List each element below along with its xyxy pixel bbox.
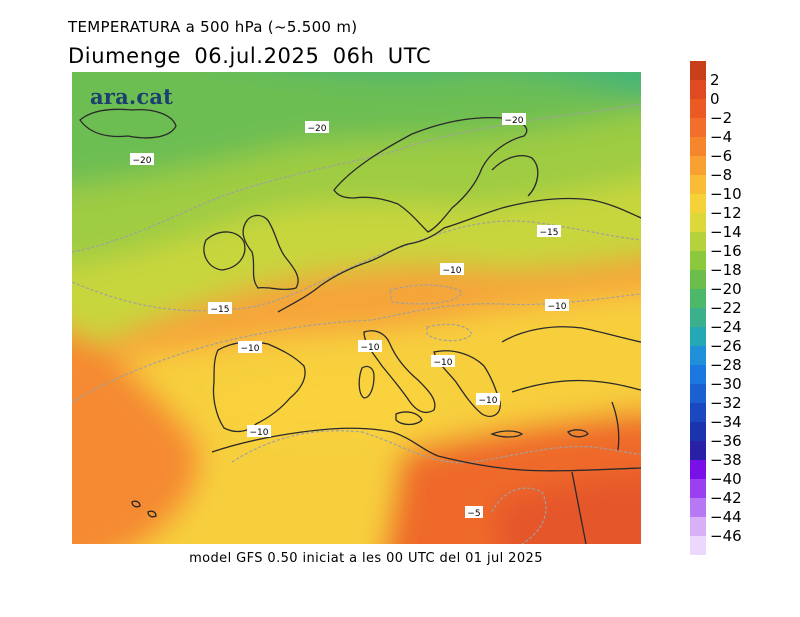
legend-tick-label: −24	[710, 318, 742, 336]
legend-swatch	[690, 327, 706, 346]
svg-text:−5: −5	[467, 509, 480, 519]
legend-swatch	[690, 232, 706, 251]
svg-text:−10: −10	[250, 428, 269, 438]
map-subtitle: Diumenge 06.jul.2025 06h UTC	[68, 44, 432, 68]
legend-tick-label: −12	[710, 204, 742, 222]
legend-tick-label: −8	[710, 166, 733, 184]
contour-label: −20	[305, 121, 329, 134]
svg-text:−10: −10	[241, 344, 260, 354]
legend-tick-label: −44	[710, 508, 742, 526]
legend-swatch	[690, 194, 706, 213]
legend-tick-label: −32	[710, 394, 742, 412]
legend-tick-label: −38	[710, 451, 742, 469]
svg-text:−15: −15	[211, 305, 230, 315]
legend-swatch	[690, 346, 706, 365]
legend-tick-label: −34	[710, 413, 742, 431]
legend-swatch	[690, 422, 706, 441]
ara-cat-logo: ara.cat	[90, 84, 174, 109]
legend-tick-label: −14	[710, 223, 742, 241]
legend-swatch	[690, 384, 706, 403]
svg-text:−10: −10	[361, 343, 380, 353]
svg-text:−20: −20	[308, 124, 327, 134]
legend-swatch	[690, 99, 706, 118]
legend-tick-label: 0	[710, 90, 720, 108]
contour-label: −15	[537, 225, 561, 238]
contour-label: −10	[476, 393, 500, 406]
legend-swatch	[690, 289, 706, 308]
svg-text:−10: −10	[479, 396, 498, 406]
coastlines	[79, 108, 641, 544]
contour-labels: −20 −20 −20 −15 −15 −10	[130, 113, 569, 519]
contour-label: −10	[238, 341, 262, 354]
legend-tick-label: −28	[710, 356, 742, 374]
legend-swatch	[690, 270, 706, 289]
svg-text:−20: −20	[133, 156, 152, 166]
legend-tick-label: −4	[710, 128, 733, 146]
legend-tick-label: −22	[710, 299, 742, 317]
contour-label: −5	[465, 506, 483, 519]
legend-swatch	[690, 213, 706, 232]
legend-tick-label: −6	[710, 147, 733, 165]
legend-swatch	[690, 251, 706, 270]
legend-swatch	[690, 479, 706, 498]
legend-swatch	[690, 517, 706, 536]
contour-label: −15	[208, 302, 232, 315]
contour-label: −10	[545, 299, 569, 312]
svg-text:−10: −10	[443, 266, 462, 276]
legend-swatch	[690, 460, 706, 479]
map-canvas: −20 −20 −20 −15 −15 −10	[72, 72, 641, 544]
model-run-caption: model GFS 0.50 iniciat a les 00 UTC del …	[189, 551, 543, 566]
color-scale-legend	[690, 61, 706, 555]
legend-swatch	[690, 536, 706, 555]
legend-swatch	[690, 118, 706, 137]
legend-swatch	[690, 308, 706, 327]
legend-tick-label: −42	[710, 489, 742, 507]
temperature-map: −20 −20 −20 −15 −15 −10	[72, 72, 641, 544]
legend-tick-label: −30	[710, 375, 742, 393]
legend-swatch	[690, 80, 706, 99]
svg-text:−20: −20	[505, 116, 524, 126]
legend-tick-label: −2	[710, 109, 733, 127]
legend-tick-label: −26	[710, 337, 742, 355]
legend-swatch	[690, 137, 706, 156]
legend-swatch	[690, 441, 706, 460]
legend-swatch	[690, 403, 706, 422]
map-title: TEMPERATURA a 500 hPa (~5.500 m)	[68, 18, 358, 36]
legend-tick-label: 2	[710, 71, 720, 89]
contour-label: −10	[247, 425, 271, 438]
legend-tick-label: −20	[710, 280, 742, 298]
legend-swatch	[690, 498, 706, 517]
contour-label: −20	[130, 153, 154, 166]
contour-label: −10	[431, 355, 455, 368]
contour-label: −20	[502, 113, 526, 126]
temperature-field	[72, 72, 641, 544]
legend-swatch	[690, 61, 706, 80]
legend-swatch	[690, 365, 706, 384]
contour-label: −10	[358, 340, 382, 353]
legend-tick-label: −40	[710, 470, 742, 488]
svg-text:−15: −15	[540, 228, 559, 238]
legend-swatch	[690, 156, 706, 175]
svg-text:−10: −10	[434, 358, 453, 368]
svg-text:−10: −10	[548, 302, 567, 312]
legend-tick-label: −16	[710, 242, 742, 260]
legend-swatch	[690, 175, 706, 194]
legend-tick-label: −36	[710, 432, 742, 450]
contour-label: −10	[440, 263, 464, 276]
legend-tick-label: −46	[710, 527, 742, 545]
legend-tick-label: −10	[710, 185, 742, 203]
legend-tick-label: −18	[710, 261, 742, 279]
